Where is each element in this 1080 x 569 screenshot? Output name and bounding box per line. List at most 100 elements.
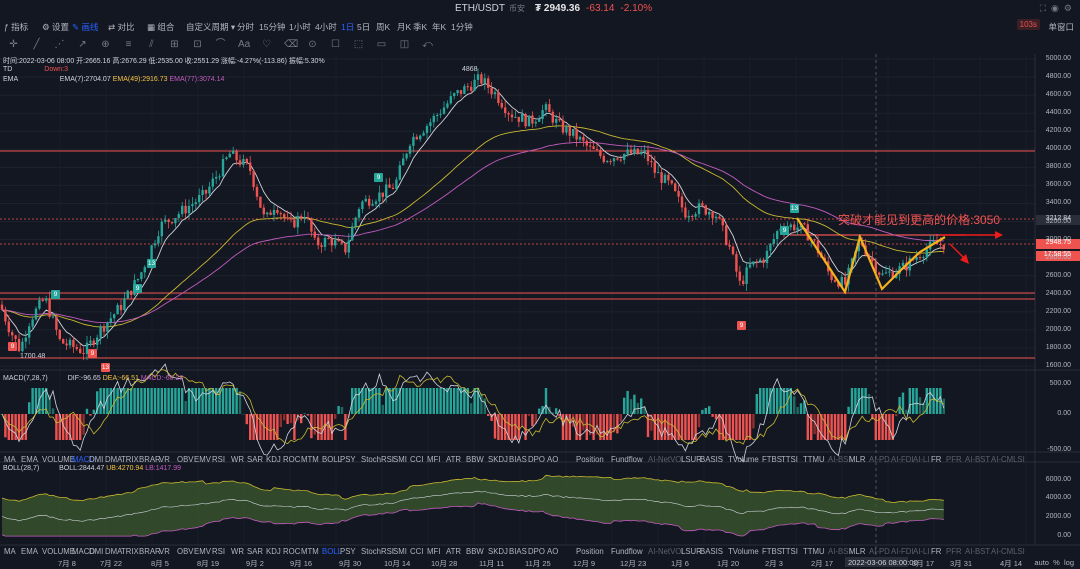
toolbar-item-0[interactable]: ƒ 指标 xyxy=(4,21,28,33)
indicator-tab-ai-netvol[interactable]: AI-NetVOL xyxy=(648,547,686,556)
indicator-tab-ai-fdi[interactable]: AI-FDI xyxy=(891,547,914,556)
delete-icon[interactable]: ▭ xyxy=(376,39,387,50)
trendline-icon[interactable]: ╱ xyxy=(33,39,40,50)
indicator-tab-macd[interactable]: MACD xyxy=(72,547,95,556)
indicator-tab-roc[interactable]: ROC xyxy=(283,547,301,556)
hide-icon[interactable]: ⬚ xyxy=(353,39,364,50)
toolbar-item-15[interactable]: 年K xyxy=(432,21,446,33)
indicator-tab-position[interactable]: Position xyxy=(576,547,604,556)
indicator-tab-stochrsi[interactable]: StochRSI xyxy=(361,547,394,556)
parallel-icon[interactable]: ≡ xyxy=(125,39,132,50)
indicator-tab-ftbs[interactable]: FTBS xyxy=(762,455,782,464)
crosshair-icon[interactable]: ✛ xyxy=(9,39,18,50)
toolbar-item-10[interactable]: 1日 xyxy=(341,21,354,33)
fib-icon[interactable]: ⊞ xyxy=(170,39,179,50)
indicator-tab-smi[interactable]: SMI xyxy=(393,455,407,464)
indicator-tab-fr[interactable]: FR xyxy=(931,455,942,464)
indicator-tab-ema[interactable]: EMA xyxy=(21,455,38,464)
indicator-tab-tvolume[interactable]: TVolume xyxy=(728,455,759,464)
toolbar-item-1[interactable]: ⚙ 设置 xyxy=(42,21,69,33)
indicator-tab-ao[interactable]: AO xyxy=(547,455,559,464)
text-icon[interactable]: Aa xyxy=(238,39,251,50)
indicator-tab-ai-pd[interactable]: AI-PD xyxy=(869,547,890,556)
ema-legend[interactable]: EMA EMA(7):2704.07 EMA(49):2916.73 EMA(7… xyxy=(3,76,224,83)
indicator-tab-volume[interactable]: VOLUME xyxy=(42,547,75,556)
fullscreen-icon[interactable]: ⛶ xyxy=(1039,3,1047,13)
indicator-tab-vr[interactable]: VR xyxy=(159,547,170,556)
indicator-tab-ao[interactable]: AO xyxy=(547,547,559,556)
macd-legend[interactable]: MACD(7,28,7) DIF:-96.65 DEA:-66.51 MACD:… xyxy=(3,375,183,382)
percent-scale-button[interactable]: % xyxy=(1053,558,1060,567)
eraser-icon[interactable]: ⌫ xyxy=(284,39,299,50)
indicator-tab-ai-fdi[interactable]: AI-FDI xyxy=(891,455,914,464)
toolbar-item-14[interactable]: 季K xyxy=(413,21,427,33)
indicator-tab-trix[interactable]: TRIX xyxy=(121,547,139,556)
toolbar-item-6[interactable]: 分时 xyxy=(237,21,254,33)
channel-icon[interactable]: ⫽ xyxy=(149,39,154,50)
indicator-tab-wr[interactable]: WR xyxy=(231,455,244,464)
ray-icon[interactable]: ⋰ xyxy=(54,39,65,50)
toolbar-item-3[interactable]: ⇄ 对比 xyxy=(108,21,135,33)
indicator-tab-basis[interactable]: BASIS xyxy=(700,547,723,556)
indicator-tab-lsur[interactable]: LSUR xyxy=(681,455,702,464)
indicator-tab-pfr[interactable]: PFR xyxy=(946,547,962,556)
indicator-tab-psy[interactable]: PSY xyxy=(340,455,356,464)
indicator-tab-dmi[interactable]: DMI xyxy=(89,455,104,464)
gear-icon[interactable]: ⚙ xyxy=(1063,3,1072,13)
indicator-tab-roc[interactable]: ROC xyxy=(283,455,301,464)
like-icon[interactable]: ♡ xyxy=(262,39,271,50)
indicator-tab-ai-pd[interactable]: AI-PD xyxy=(869,455,890,464)
indicator-tab-boll[interactable]: BOLL xyxy=(322,547,342,556)
indicator-tab-mtm[interactable]: MTM xyxy=(301,547,319,556)
indicator-tab-ai-bsi[interactable]: AI-BSI xyxy=(828,547,851,556)
indicator-tab-mlr[interactable]: MLR xyxy=(849,455,866,464)
indicator-tab-sar[interactable]: SAR xyxy=(247,455,264,464)
lock-icon[interactable]: ☐ xyxy=(331,39,340,50)
indicator-tab-atr[interactable]: ATR xyxy=(446,547,462,556)
toolbar-item-12[interactable]: 周K xyxy=(376,21,390,33)
toolbar-item-4[interactable]: ▦ 组合 xyxy=(147,21,174,33)
indicator-tab-emv[interactable]: EMV xyxy=(194,547,211,556)
indicator-tab-smi[interactable]: SMI xyxy=(393,547,407,556)
indicator-tab-ttsi[interactable]: TTSI xyxy=(781,455,798,464)
camera-icon[interactable]: ◉ xyxy=(1051,3,1059,13)
indicator-tab-ai-bst[interactable]: AI-BST xyxy=(965,547,991,556)
indicator-tab-emv[interactable]: EMV xyxy=(194,455,211,464)
indicator-tab-ai-bst[interactable]: AI-BST xyxy=(965,455,991,464)
indicator-tab-skdj[interactable]: SKDJ xyxy=(488,455,508,464)
indicator-tab-rsi[interactable]: RSI xyxy=(212,455,225,464)
symbol-header[interactable]: ETH/USDT 币安 ₮ 2949.36 -63.14 -2.10% xyxy=(455,3,652,14)
indicator-tab-mlr[interactable]: MLR xyxy=(849,547,866,556)
target-annotation[interactable]: 突破才能见到更高的价格:3050 xyxy=(838,213,1001,227)
indicator-tab-macd[interactable]: MACD xyxy=(72,455,95,464)
indicator-tab-ttsi[interactable]: TTSI xyxy=(781,547,798,556)
indicator-tab-brar[interactable]: BRAR xyxy=(139,547,161,556)
indicator-tab-brar[interactable]: BRAR xyxy=(139,455,161,464)
indicator-tab-dpo[interactable]: DPO xyxy=(528,547,545,556)
indicator-tab-ttmu[interactable]: TTMU xyxy=(803,455,825,464)
indicator-tab-ai-bsi[interactable]: AI-BSI xyxy=(828,455,851,464)
auto-scale-button[interactable]: auto xyxy=(1034,558,1049,567)
indicator-tab-ma[interactable]: MA xyxy=(4,455,16,464)
curve-icon[interactable]: ⌒ xyxy=(215,39,226,50)
indicator-tab-ai-netvol[interactable]: AI-NetVOL xyxy=(648,455,686,464)
indicator-tab-wr[interactable]: WR xyxy=(231,547,244,556)
indicator-tab-skdj[interactable]: SKDJ xyxy=(488,547,508,556)
indicator-tab-bias[interactable]: BIAS xyxy=(509,547,527,556)
indicator-tab-fr[interactable]: FR xyxy=(931,547,942,556)
indicator-tab-fundflow[interactable]: Fundflow xyxy=(611,547,643,556)
toolbar-item-9[interactable]: 4小时 xyxy=(315,21,337,33)
rect-icon[interactable]: ⊡ xyxy=(193,39,202,50)
indicator-tab-bbw[interactable]: BBW xyxy=(466,455,484,464)
toolbar-item-7[interactable]: 15分钟 xyxy=(259,21,285,33)
indicator-tab-atr[interactable]: ATR xyxy=(446,455,462,464)
indicator-tab-lsur[interactable]: LSUR xyxy=(681,547,702,556)
toolbar-item-2[interactable]: ✎ 画线 xyxy=(72,21,99,33)
indicator-tab-ftbs[interactable]: FTBS xyxy=(762,547,782,556)
td-legend[interactable]: TD Down:3 xyxy=(3,66,68,73)
indicator-tab-dma[interactable]: DMA xyxy=(105,547,123,556)
toolbar-item-13[interactable]: 月K xyxy=(397,21,411,33)
indicator-tab-dmi[interactable]: DMI xyxy=(89,547,104,556)
magnet-icon[interactable]: ⊙ xyxy=(308,39,317,50)
